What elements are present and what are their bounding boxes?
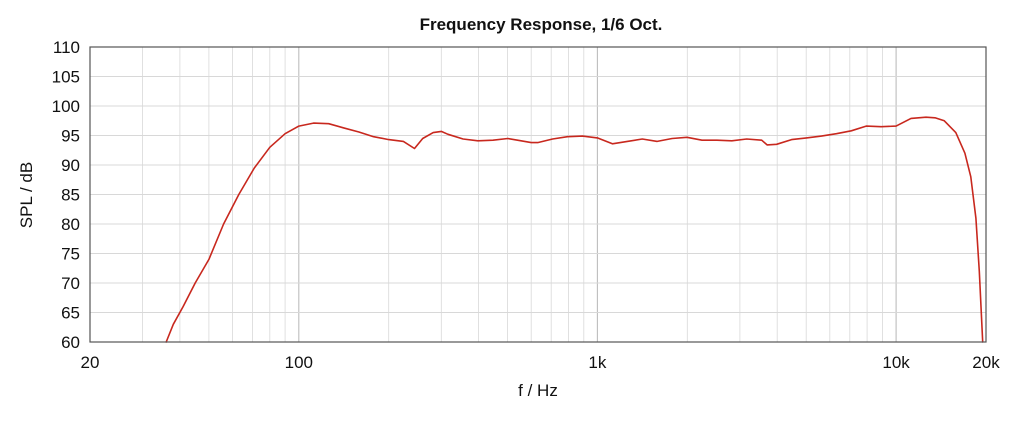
y-tick-label: 60 <box>61 333 80 352</box>
y-tick-label: 110 <box>53 38 80 57</box>
y-tick-labels: 60 65 70 75 80 85 90 95 100 105 110 <box>52 38 80 352</box>
chart-title: Frequency Response, 1/6 Oct. <box>420 15 663 34</box>
y-tick-label: 95 <box>61 127 80 146</box>
y-tick-label: 90 <box>61 156 80 175</box>
y-tick-label: 100 <box>52 97 80 116</box>
y-tick-label: 80 <box>61 215 80 234</box>
x-tick-label: 100 <box>285 353 313 372</box>
y-tick-label: 75 <box>61 245 80 264</box>
x-tick-label: 20 <box>81 353 100 372</box>
y-tick-label: 65 <box>61 304 80 323</box>
y-tick-label: 70 <box>61 274 80 293</box>
x-tick-label: 20k <box>972 353 1000 372</box>
y-axis-label: SPL / dB <box>17 162 36 228</box>
x-axis-label: f / Hz <box>518 381 558 400</box>
plot-frame <box>89 46 987 343</box>
y-tick-label: 105 <box>52 68 80 87</box>
x-tick-label: 10k <box>882 353 910 372</box>
y-tick-label: 85 <box>61 186 80 205</box>
series-line <box>165 116 984 343</box>
x-tick-label: 1k <box>588 353 606 372</box>
x-tick-labels: 20 100 1k 10k 20k <box>81 353 1001 372</box>
series-layer <box>165 116 984 343</box>
grid-lines <box>90 47 986 342</box>
